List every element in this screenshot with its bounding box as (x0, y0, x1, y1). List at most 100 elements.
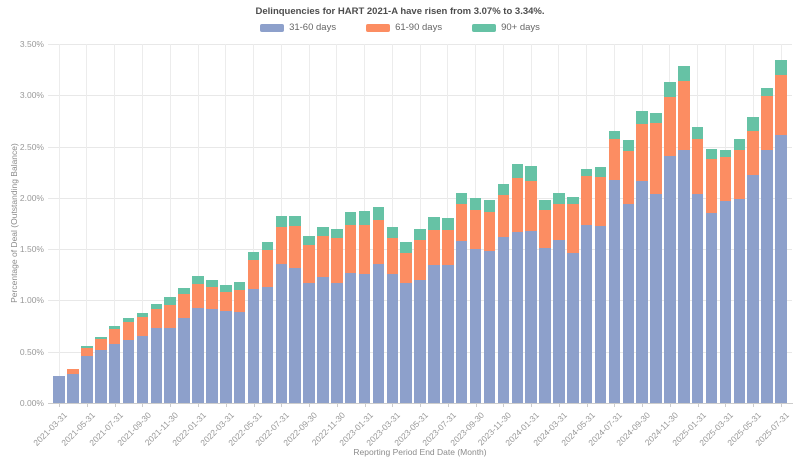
bar-segment-61-90-days[interactable] (344, 224, 357, 273)
bar-segment-61-90-days[interactable] (442, 229, 454, 265)
bar[interactable] (678, 65, 690, 403)
bar-segment-61-90-days[interactable] (178, 294, 190, 318)
bar[interactable] (594, 167, 607, 403)
bar-segment-90+-days[interactable] (400, 241, 412, 254)
bar-segment-90+-days[interactable] (317, 226, 329, 236)
bar-segment-31-60-days[interactable] (539, 248, 551, 403)
bar-segment-31-60-days[interactable] (372, 263, 385, 403)
bar-segment-31-60-days[interactable] (747, 175, 759, 403)
bar-segment-61-90-days[interactable] (386, 237, 399, 274)
bar-segment-90+-days[interactable] (733, 139, 746, 150)
bar-segment-90+-days[interactable] (233, 281, 246, 291)
bar-segment-61-90-days[interactable] (691, 139, 704, 194)
bar[interactable] (95, 337, 107, 403)
bar-segment-90+-days[interactable] (608, 131, 621, 140)
bar[interactable] (622, 140, 635, 403)
bar[interactable] (233, 281, 246, 403)
bar-segment-61-90-days[interactable] (122, 321, 135, 341)
bar[interactable] (261, 241, 274, 403)
bar[interactable] (428, 217, 440, 403)
bar-segment-31-60-days[interactable] (775, 135, 787, 403)
bar-segment-90+-days[interactable] (705, 148, 718, 159)
bar-segment-61-90-days[interactable] (664, 97, 676, 156)
bar-segment-31-60-days[interactable] (400, 282, 412, 403)
bar[interactable] (414, 228, 426, 403)
bar-segment-31-60-days[interactable] (719, 200, 732, 403)
bar[interactable] (650, 112, 662, 403)
bar[interactable] (400, 241, 412, 403)
bar-segment-31-60-days[interactable] (469, 249, 482, 403)
bar-segment-90+-days[interactable] (678, 65, 690, 81)
bar-segment-61-90-days[interactable] (622, 150, 635, 204)
bar-segment-90+-days[interactable] (261, 241, 274, 251)
bar-segment-90+-days[interactable] (164, 297, 176, 305)
bar-segment-31-60-days[interactable] (95, 349, 107, 403)
bar[interactable] (608, 131, 621, 403)
bar-segment-31-60-days[interactable] (525, 230, 537, 403)
bar-segment-31-60-days[interactable] (428, 264, 440, 403)
bar-segment-90+-days[interactable] (386, 226, 399, 238)
bar-segment-61-90-days[interactable] (747, 131, 759, 176)
bar-segment-31-60-days[interactable] (192, 307, 204, 403)
bar[interactable] (469, 197, 482, 403)
bar-segment-31-60-days[interactable] (233, 311, 246, 403)
bar[interactable] (358, 211, 371, 403)
bar-segment-90+-days[interactable] (650, 112, 662, 123)
bar-segment-31-60-days[interactable] (511, 231, 523, 403)
bar[interactable] (497, 183, 510, 404)
bar-segment-61-90-days[interactable] (553, 204, 565, 240)
bar-segment-90+-days[interactable] (95, 337, 107, 340)
bar[interactable] (108, 326, 121, 403)
bar-segment-61-90-days[interactable] (400, 253, 412, 283)
bar[interactable] (775, 60, 787, 403)
bar-segment-31-60-days[interactable] (67, 374, 79, 403)
bar-segment-90+-days[interactable] (275, 216, 288, 227)
bar-segment-61-90-days[interactable] (761, 96, 773, 150)
bar-segment-90+-days[interactable] (81, 345, 93, 348)
bar-segment-90+-days[interactable] (247, 252, 260, 261)
bar[interactable] (386, 226, 399, 403)
bar-segment-31-60-days[interactable] (317, 276, 329, 403)
bar-segment-90+-days[interactable] (691, 127, 704, 140)
bar-segment-31-60-days[interactable] (553, 239, 565, 403)
bar-segment-31-60-days[interactable] (608, 180, 621, 403)
bar-segment-31-60-days[interactable] (303, 282, 315, 403)
bar[interactable] (761, 88, 773, 403)
bar-segment-90+-days[interactable] (553, 192, 565, 205)
legend-item-90+-days[interactable]: 90+ days (472, 22, 540, 33)
bar[interactable] (192, 275, 204, 403)
bar-segment-90+-days[interactable] (511, 164, 523, 179)
bar-segment-31-60-days[interactable] (705, 213, 718, 403)
bar-segment-61-90-days[interactable] (567, 204, 579, 254)
bar-segment-31-60-days[interactable] (580, 224, 593, 403)
bar-segment-90+-days[interactable] (747, 116, 759, 132)
bar-segment-61-90-days[interactable] (483, 212, 496, 252)
bar[interactable] (511, 164, 523, 403)
bar[interactable] (539, 199, 551, 403)
bar[interactable] (178, 288, 190, 403)
bar-segment-90+-days[interactable] (664, 81, 676, 98)
bar-segment-31-60-days[interactable] (358, 273, 371, 403)
bar-segment-31-60-days[interactable] (386, 273, 399, 403)
bar-segment-61-90-days[interactable] (164, 304, 176, 329)
bar-segment-61-90-days[interactable] (511, 178, 523, 232)
bar-segment-31-60-days[interactable] (678, 149, 690, 403)
bar[interactable] (747, 116, 759, 403)
bar[interactable] (636, 110, 648, 403)
bar-segment-31-60-days[interactable] (691, 193, 704, 403)
bar[interactable] (289, 216, 301, 403)
bar-segment-31-60-days[interactable] (275, 263, 288, 403)
bar-segment-31-60-days[interactable] (206, 308, 218, 403)
bar[interactable] (122, 317, 135, 403)
bar[interactable] (455, 192, 468, 403)
bar-segment-61-90-days[interactable] (192, 284, 204, 308)
bar-segment-31-60-days[interactable] (247, 289, 260, 403)
bar-segment-61-90-days[interactable] (414, 239, 426, 280)
bar-segment-61-90-days[interactable] (81, 347, 93, 356)
bar-segment-90+-days[interactable] (358, 211, 371, 225)
bar-segment-61-90-days[interactable] (136, 316, 149, 337)
bar[interactable] (344, 212, 357, 403)
bar-segment-90+-days[interactable] (414, 228, 426, 240)
bar-segment-90+-days[interactable] (372, 207, 385, 221)
bar-segment-61-90-days[interactable] (95, 339, 107, 350)
